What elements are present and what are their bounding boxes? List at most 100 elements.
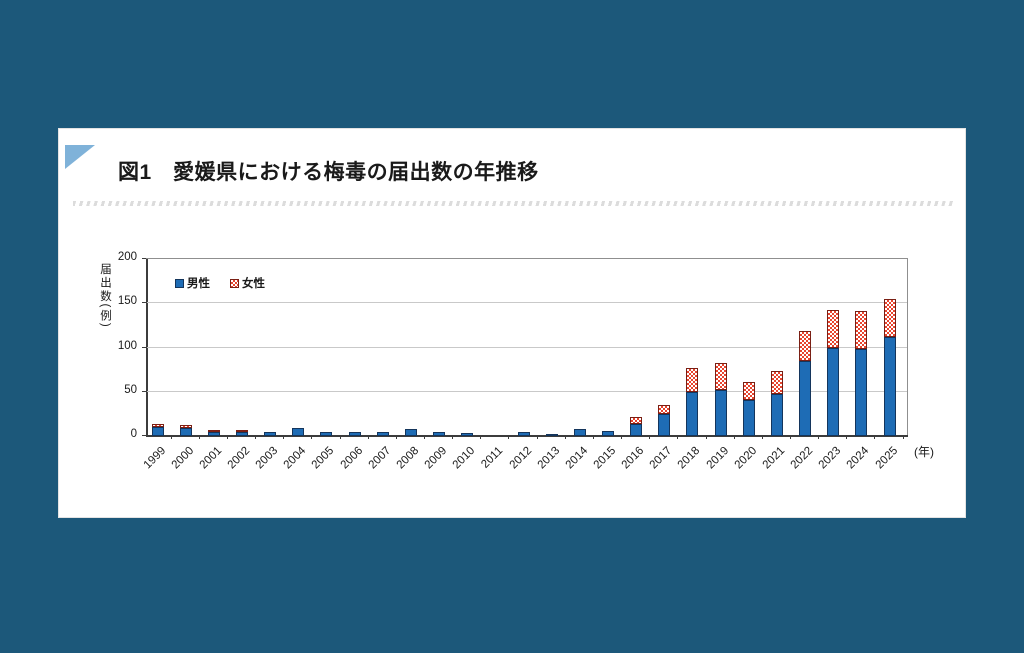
bar-segment-female <box>658 405 671 414</box>
legend-item-male: 男性 <box>175 275 210 291</box>
bar-segment-male <box>376 431 389 436</box>
bar-segment-female <box>770 370 783 395</box>
y-tick <box>142 390 146 392</box>
bar-segment-male <box>517 431 530 436</box>
bar-2002 <box>235 429 248 436</box>
figure-title: 図1 愛媛県における梅毒の届出数の年推移 <box>118 161 539 184</box>
bar-segment-female <box>151 423 164 428</box>
gridline-100 <box>147 346 907 348</box>
bar-2013 <box>545 434 558 436</box>
bar-2015 <box>601 430 614 436</box>
legend-item-female: 女性 <box>230 275 265 291</box>
x-label-2023: 2023 <box>816 444 844 472</box>
x-label-2010: 2010 <box>450 444 478 472</box>
x-axis-line <box>146 435 908 437</box>
bar-segment-female <box>179 425 192 429</box>
gridline-50 <box>147 390 907 392</box>
y-axis-line <box>146 259 148 436</box>
female-swatch-icon <box>230 278 239 288</box>
bar-segment-male <box>742 399 755 436</box>
bar-segment-male <box>151 427 164 436</box>
x-label-2020: 2020 <box>732 444 759 472</box>
bar-segment-female <box>827 310 840 348</box>
bar-segment-male <box>601 430 614 436</box>
x-tick <box>789 436 791 439</box>
bar-segment-female <box>630 416 643 424</box>
x-label-2001: 2001 <box>197 444 225 472</box>
x-axis-unit-label: (年) <box>914 445 934 459</box>
x-label-2009: 2009 <box>422 444 450 472</box>
male-swatch-icon <box>175 278 184 288</box>
x-label-2018: 2018 <box>676 444 703 472</box>
bar-2018 <box>686 367 699 436</box>
x-tick <box>311 436 313 439</box>
bar-segment-male <box>658 413 671 436</box>
x-label-2019: 2019 <box>704 444 731 472</box>
x-label-2014: 2014 <box>563 444 591 472</box>
x-tick <box>564 436 566 439</box>
bar-segment-male <box>433 431 446 436</box>
bar-segment-female <box>799 330 812 361</box>
x-label-2003: 2003 <box>253 444 281 472</box>
bar-2008 <box>404 428 417 436</box>
x-tick <box>339 436 341 439</box>
bar-segment-female <box>714 363 727 390</box>
bar-segment-male <box>686 391 699 436</box>
x-tick <box>536 436 538 439</box>
bar-segment-male <box>207 432 220 436</box>
bar-2025 <box>883 298 896 436</box>
x-tick <box>395 436 397 439</box>
x-label-2015: 2015 <box>591 444 619 472</box>
bar-segment-male <box>573 428 586 436</box>
bar-segment-male <box>770 394 783 436</box>
bar-2010 <box>461 433 474 436</box>
bar-2019 <box>714 363 727 436</box>
blue-triangle-icon <box>65 145 95 169</box>
x-label-2017: 2017 <box>647 444 675 472</box>
x-label-2005: 2005 <box>310 444 337 472</box>
x-label-2013: 2013 <box>535 444 562 472</box>
legend: 男性 女性 <box>175 275 265 291</box>
gridline-150 <box>147 302 907 304</box>
bar-2021 <box>770 370 783 436</box>
bar-segment-male <box>545 434 558 436</box>
x-tick <box>452 436 454 439</box>
bar-2017 <box>658 405 671 436</box>
x-tick <box>508 436 510 439</box>
x-label-2024: 2024 <box>845 444 872 472</box>
bar-segment-male <box>630 423 643 436</box>
y-axis-title: 届出数(例) <box>99 263 111 329</box>
bar-segment-male <box>264 431 277 436</box>
bar-2016 <box>630 416 643 436</box>
bar-2022 <box>799 330 812 436</box>
bar-2004 <box>292 428 305 436</box>
bar-1999 <box>151 423 164 436</box>
dashed-separator <box>73 201 953 206</box>
bar-segment-female <box>235 429 248 432</box>
bar-segment-male <box>799 360 812 436</box>
y-tick-label: 0 <box>130 428 137 440</box>
y-tick-label: 150 <box>117 295 137 308</box>
bar-segment-male <box>348 432 361 436</box>
bar-segment-male <box>404 428 417 436</box>
bar-2007 <box>376 431 389 436</box>
bar-segment-female <box>686 367 699 392</box>
y-tick <box>142 346 146 348</box>
x-label-2006: 2006 <box>338 444 365 472</box>
bar-2024 <box>855 311 868 436</box>
x-label-1999: 1999 <box>141 444 168 472</box>
x-tick <box>649 436 651 439</box>
x-tick <box>423 436 425 439</box>
x-tick <box>592 436 594 439</box>
figure-card: 図1 愛媛県における梅毒の届出数の年推移 届出数(例) (年) 男性 女性 0 5… <box>58 128 966 518</box>
y-tick <box>142 435 146 436</box>
bar-2012 <box>517 431 530 436</box>
x-tick <box>846 436 848 439</box>
x-tick <box>761 436 763 439</box>
bar-segment-male <box>235 431 248 436</box>
bar-segment-female <box>883 298 896 337</box>
y-tick-label: 50 <box>124 383 137 396</box>
x-tick <box>874 436 876 439</box>
bar-2009 <box>433 431 446 436</box>
